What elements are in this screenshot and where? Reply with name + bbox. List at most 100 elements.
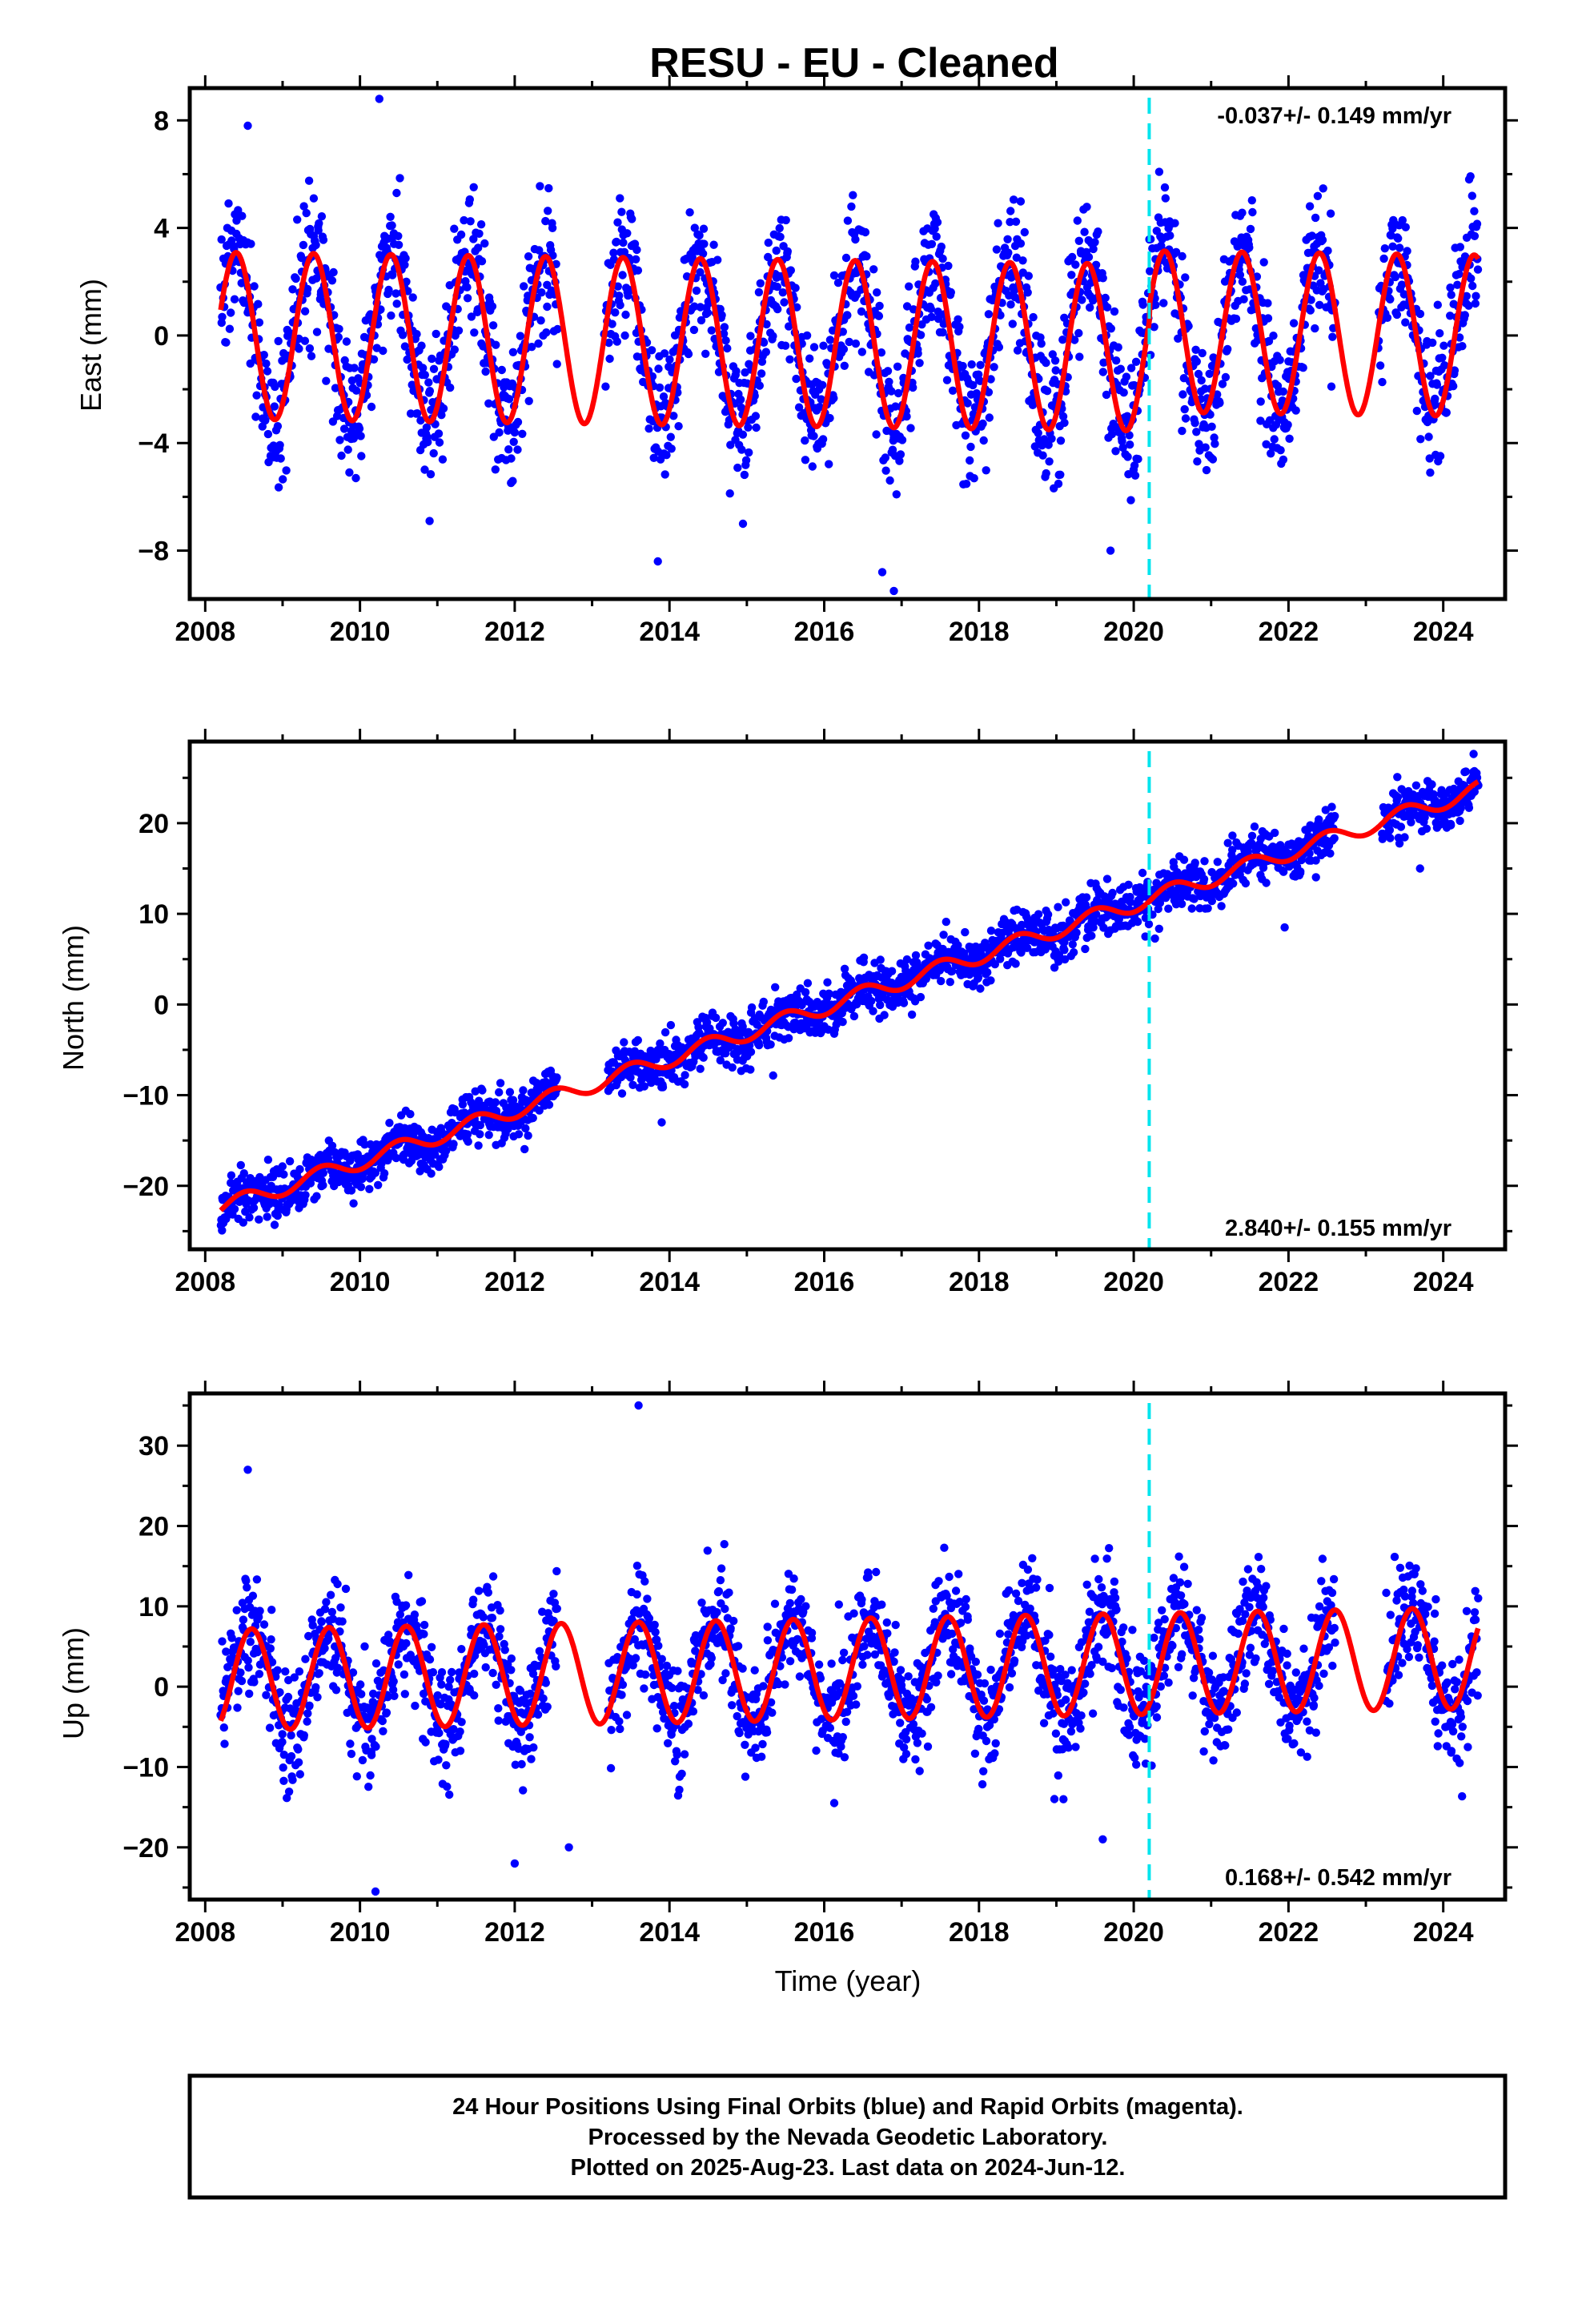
east-data-point [1447, 291, 1456, 300]
east-data-point [1030, 442, 1040, 451]
east-data-point [902, 412, 911, 421]
east-data-point [311, 240, 320, 250]
east-data-point [542, 328, 551, 337]
up-data-point [488, 1668, 497, 1678]
north-data-point [458, 1100, 468, 1109]
east-data-point [791, 283, 800, 292]
north-data-point [1250, 822, 1259, 831]
east-data-point [1003, 235, 1012, 243]
north-data-point [1393, 793, 1403, 802]
north-data-point [1124, 880, 1133, 890]
east-data-point [394, 240, 404, 249]
east-data-point [1159, 299, 1168, 308]
up-data-point [281, 1667, 290, 1676]
east-data-point [877, 348, 886, 357]
up-data-point [494, 1716, 503, 1725]
east-data-point [909, 383, 917, 392]
east-data-point [1472, 219, 1482, 228]
up-data-point [443, 1782, 452, 1791]
up-data-point [336, 1603, 345, 1612]
east-data-point [761, 348, 770, 356]
east-data-point [805, 354, 814, 363]
east-data-point [428, 354, 436, 364]
north-data-point [505, 1088, 515, 1096]
east-data-point [772, 246, 781, 255]
east-data-point [1119, 388, 1128, 397]
north-data-point [1081, 944, 1090, 954]
east-data-point [612, 337, 621, 346]
north-data-point [661, 1027, 670, 1037]
east-data-point [1449, 382, 1458, 391]
up-data-point [234, 1687, 243, 1695]
north-data-point [716, 1055, 725, 1065]
east-data-point [665, 355, 674, 364]
east-data-point [1082, 203, 1091, 211]
east-data-point [1174, 334, 1182, 343]
east-data-point [1305, 202, 1315, 211]
east-data-point [1328, 332, 1337, 341]
east-data-point [1256, 416, 1265, 425]
east-data-point [934, 314, 943, 324]
up-data-point [313, 1693, 322, 1702]
east-rate-label: -0.037+/- 0.149 mm/yr [1217, 103, 1452, 129]
east-data-point [703, 308, 713, 317]
east-data-point [429, 448, 438, 458]
east-data-point [913, 349, 922, 358]
east-data-point [1045, 457, 1054, 466]
up-data-point [382, 1708, 391, 1717]
north-data-point [312, 1192, 321, 1200]
north-data-point [1385, 826, 1395, 834]
north-data-point [620, 1038, 628, 1047]
east-data-point [697, 316, 706, 325]
east-data-point [356, 432, 365, 440]
east-data-point [759, 338, 769, 347]
east-data-point [685, 208, 694, 217]
east-data-point [1415, 309, 1425, 319]
east-data-point [343, 445, 352, 454]
up-data-point [552, 1662, 560, 1671]
north-data-point [1427, 780, 1436, 789]
north-data-point [319, 1168, 327, 1178]
east-data-point [773, 282, 781, 292]
north-data-point [784, 1034, 793, 1043]
east-data-point [291, 274, 300, 283]
east-data-point [255, 318, 264, 327]
east-data-point [544, 207, 552, 215]
east-data-point [1326, 209, 1335, 218]
north-data-point [227, 1171, 236, 1180]
east-data-point [1126, 364, 1136, 372]
east-data-point [785, 355, 794, 364]
east-data-point [350, 364, 359, 372]
east-data-point [1181, 414, 1191, 423]
east-data-point [617, 207, 626, 216]
east-data-point [1323, 246, 1332, 255]
east-data-point [755, 381, 764, 390]
east-data-point [674, 422, 683, 431]
east-data-point [508, 476, 517, 485]
east-data-point [621, 310, 630, 320]
north-data-point [747, 1003, 757, 1012]
east-data-point [616, 300, 624, 310]
up-scatter-points [216, 1401, 1483, 1896]
north-data-point [520, 1144, 529, 1154]
east-data-point [342, 337, 351, 346]
north-data-point [218, 1226, 227, 1235]
east-data-point [1101, 293, 1110, 303]
east-data-point [1215, 399, 1224, 408]
east-data-point [861, 227, 870, 237]
up-data-point [425, 1655, 435, 1664]
east-data-point [1327, 382, 1336, 391]
east-data-point [905, 323, 914, 332]
east-data-point [692, 286, 701, 296]
up-data-point [279, 1776, 288, 1785]
east-data-point [644, 424, 653, 433]
north-data-point [1217, 902, 1226, 911]
east-data-point [967, 360, 976, 369]
east-data-point [737, 445, 746, 454]
east-data-point [1074, 236, 1084, 245]
up-data-point [303, 1717, 311, 1726]
east-data-point [1146, 267, 1154, 275]
north-data-point [301, 1191, 310, 1200]
east-data-point [1426, 372, 1435, 380]
